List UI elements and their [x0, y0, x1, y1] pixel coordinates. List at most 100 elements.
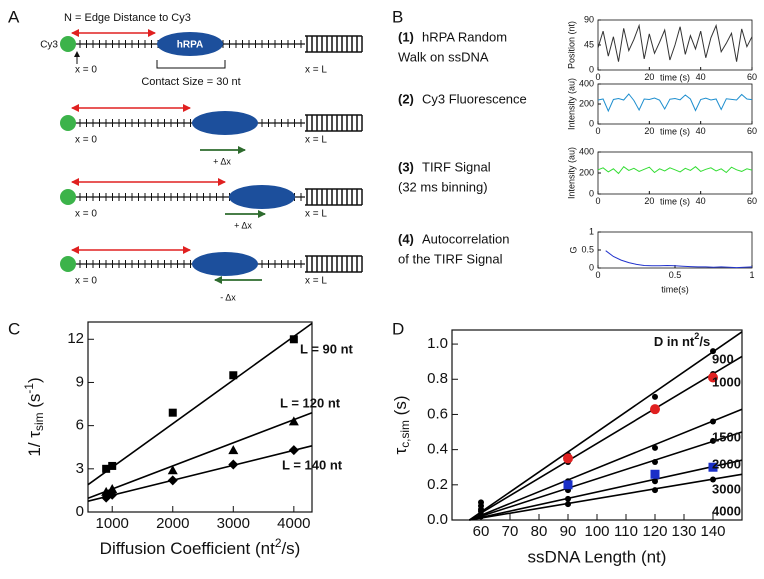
x-tick-label: 60 — [473, 523, 490, 540]
y-axis-label: Intensity (au) — [566, 78, 576, 130]
item-text: of the TIRF Signal — [398, 251, 503, 266]
y-tick-label: 0 — [76, 503, 84, 520]
y-tick-label: 400 — [579, 146, 594, 156]
y-tick-label: 200 — [579, 167, 594, 177]
legend-title-part: D in nt — [654, 334, 695, 349]
x-tick-label: 90 — [560, 523, 577, 540]
point — [652, 458, 658, 465]
x-tick-label: 2000 — [156, 515, 189, 532]
fit-line — [87, 322, 313, 486]
y-axis-label-part: c,sim — [398, 420, 412, 448]
point — [708, 372, 718, 383]
y-axis-label-part: ) — [25, 377, 44, 383]
x-axis-label: Diffusion Coefficient (nt2/s) — [100, 536, 301, 558]
plot-frame — [597, 83, 753, 125]
x-tick-label: 80 — [531, 523, 548, 540]
item-text: TIRF Signal — [422, 159, 491, 174]
point — [228, 459, 239, 470]
trace — [597, 166, 753, 175]
y-axis-label: Position (nt) — [566, 21, 576, 69]
point — [563, 480, 573, 490]
x-axis-label: time (s) — [660, 126, 690, 136]
y-axis-label: τc,sim (s) — [391, 395, 412, 454]
cy3-dye — [60, 189, 76, 205]
fit-line — [87, 411, 313, 500]
x-tick-label: 0.5 — [669, 270, 682, 280]
point — [102, 464, 111, 473]
fit-line — [468, 331, 743, 521]
series-label: L = 90 nt — [300, 341, 354, 356]
y-tick-label: 3 — [76, 460, 84, 477]
point — [650, 469, 660, 479]
x-tick-label: 60 — [747, 126, 757, 136]
y-tick-label: 0.0 — [427, 511, 448, 528]
panel-label: C — [8, 319, 20, 338]
cy3-dye — [60, 115, 76, 131]
trace — [605, 250, 753, 269]
point — [228, 445, 239, 455]
point — [565, 495, 571, 502]
y-tick-label: 0.5 — [581, 244, 594, 254]
xl-label: x = L — [305, 65, 327, 76]
x-tick-label: 100 — [584, 523, 609, 540]
point — [565, 501, 571, 508]
x-tick-label: 40 — [696, 72, 706, 82]
caption: N = Edge Distance to Cy3 — [64, 12, 191, 24]
item-number: (3) — [398, 159, 414, 174]
series-label: 900 — [712, 351, 734, 366]
x0-label: x = 0 — [75, 65, 97, 76]
point — [229, 371, 238, 380]
y-tick-label: 6 — [76, 417, 84, 434]
point — [652, 444, 658, 451]
x-axis-label: ssDNA Length (nt) — [528, 547, 667, 566]
series-label: 2000 — [712, 456, 741, 471]
panel-label: A — [8, 7, 20, 26]
fit-line — [468, 355, 743, 521]
item-number: (1) — [398, 29, 414, 44]
x-axis-label-part: /s) — [281, 539, 300, 558]
trace — [597, 23, 753, 62]
contact-bracket — [156, 60, 226, 69]
y-tick-label: 12 — [67, 330, 84, 347]
series-label: 1500 — [712, 429, 741, 444]
x-axis-label-part: Diffusion Coefficient (nt — [100, 539, 275, 558]
point — [107, 489, 118, 500]
legend-title-part: 2 — [694, 331, 699, 341]
point — [288, 445, 299, 456]
series-label: 1000 — [712, 374, 741, 389]
y-axis-label-part: 1/ τ — [25, 431, 44, 457]
point — [652, 478, 658, 485]
cy3-dye — [60, 36, 76, 52]
y-tick-label: 1.0 — [427, 335, 448, 352]
x-tick-label: 60 — [747, 72, 757, 82]
fit-line — [469, 408, 743, 521]
item-text: Autocorrelation — [422, 231, 509, 246]
x-tick-label: 40 — [696, 196, 706, 206]
y-tick-label: 0 — [589, 118, 594, 128]
point — [710, 418, 716, 425]
hrpa — [229, 185, 295, 209]
point — [710, 437, 716, 444]
y-axis-label: G — [568, 246, 578, 253]
trace — [597, 93, 753, 113]
x-tick-label: 1 — [749, 270, 754, 280]
point — [107, 483, 118, 493]
protein-label: hRPA — [177, 40, 203, 51]
series-label: 3000 — [712, 481, 741, 496]
y-tick-label: 400 — [579, 78, 594, 88]
point — [563, 453, 573, 464]
fit-line — [469, 473, 743, 521]
y-axis-label: 1/ τsim (s-1) — [22, 377, 46, 456]
y-tick-label: 0 — [589, 188, 594, 198]
x-tick-label: 0 — [595, 72, 600, 82]
y-axis-label-part: (s — [25, 394, 44, 413]
point — [167, 465, 178, 475]
point — [289, 335, 298, 344]
x-tick-label: 140 — [700, 523, 725, 540]
x-tick-label: 130 — [671, 523, 696, 540]
x-axis-label: time(s) — [661, 284, 689, 294]
item-text: hRPA Random — [422, 29, 507, 44]
x-axis-label-part: 2 — [275, 536, 282, 550]
hrpa — [192, 252, 258, 276]
x-tick-label: 1000 — [96, 515, 129, 532]
